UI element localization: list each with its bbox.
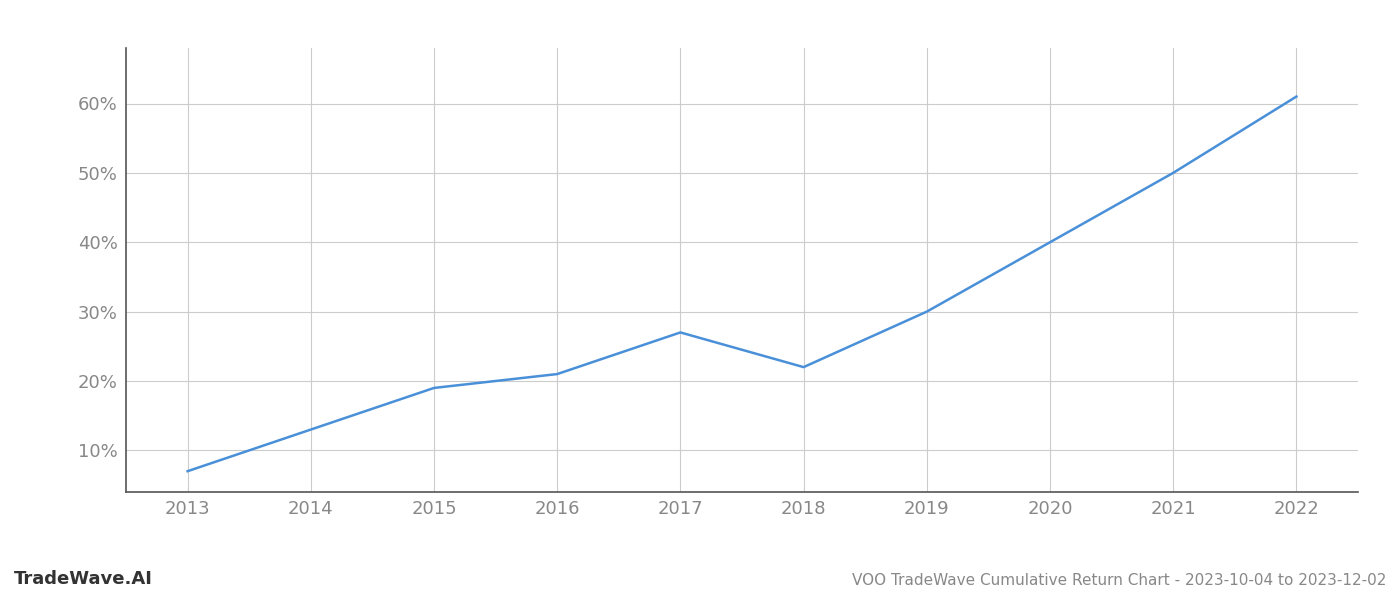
Text: TradeWave.AI: TradeWave.AI	[14, 570, 153, 588]
Text: VOO TradeWave Cumulative Return Chart - 2023-10-04 to 2023-12-02: VOO TradeWave Cumulative Return Chart - …	[851, 573, 1386, 588]
